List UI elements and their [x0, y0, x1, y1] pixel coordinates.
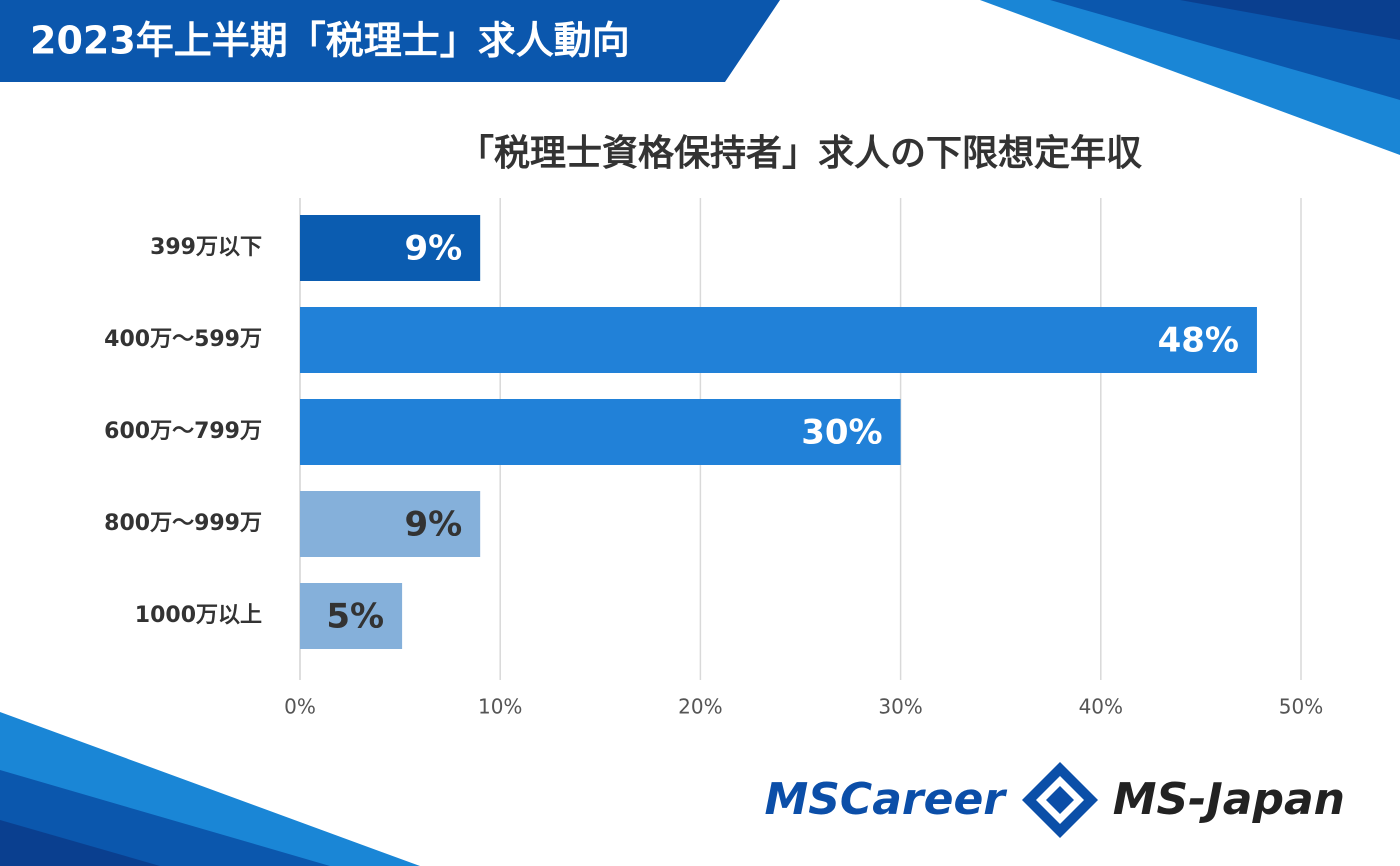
bar	[300, 307, 1257, 373]
x-tick-label: 50%	[1279, 695, 1323, 719]
x-tick-label: 40%	[1079, 695, 1123, 719]
logo: MS-Japan	[1113, 774, 1345, 825]
y-tick-label: 800万～999万	[104, 511, 262, 536]
data-label: 9%	[404, 229, 462, 269]
decor	[0, 820, 160, 866]
bar	[300, 583, 403, 649]
data-label: 9%	[404, 505, 462, 545]
x-tick-label: 20%	[678, 695, 722, 719]
bar	[300, 399, 901, 465]
y-tick-label: 400万～599万	[104, 327, 262, 352]
bar	[300, 491, 481, 557]
data-label: 30%	[801, 413, 882, 453]
y-tick-label: 1000万以上	[135, 603, 262, 628]
chart-title: 「税理士資格保持者」求人の下限想定年収	[458, 133, 1142, 174]
decor	[1050, 0, 1400, 100]
x-tick-label: 10%	[478, 695, 522, 719]
x-tick-label: 0%	[284, 695, 316, 719]
header-band	[0, 0, 780, 82]
bar	[300, 215, 481, 281]
logo-mark	[1022, 762, 1098, 838]
header-title: 2023年上半期「税理士」求人動向	[30, 19, 630, 63]
plot: 0% 10% 20% 30% 40% 50% 399万以下 9% 400万～599万 48% 600…	[104, 198, 1323, 719]
decor	[0, 770, 330, 866]
x-tick-label: 30%	[878, 695, 922, 719]
y-tick-label: 600万～799万	[104, 419, 262, 444]
decor	[1180, 0, 1400, 40]
logo: MSCareer	[764, 774, 1007, 825]
data-label: 5%	[326, 597, 384, 637]
data-label: 48%	[1158, 321, 1239, 361]
y-tick-label: 399万以下	[150, 235, 262, 260]
